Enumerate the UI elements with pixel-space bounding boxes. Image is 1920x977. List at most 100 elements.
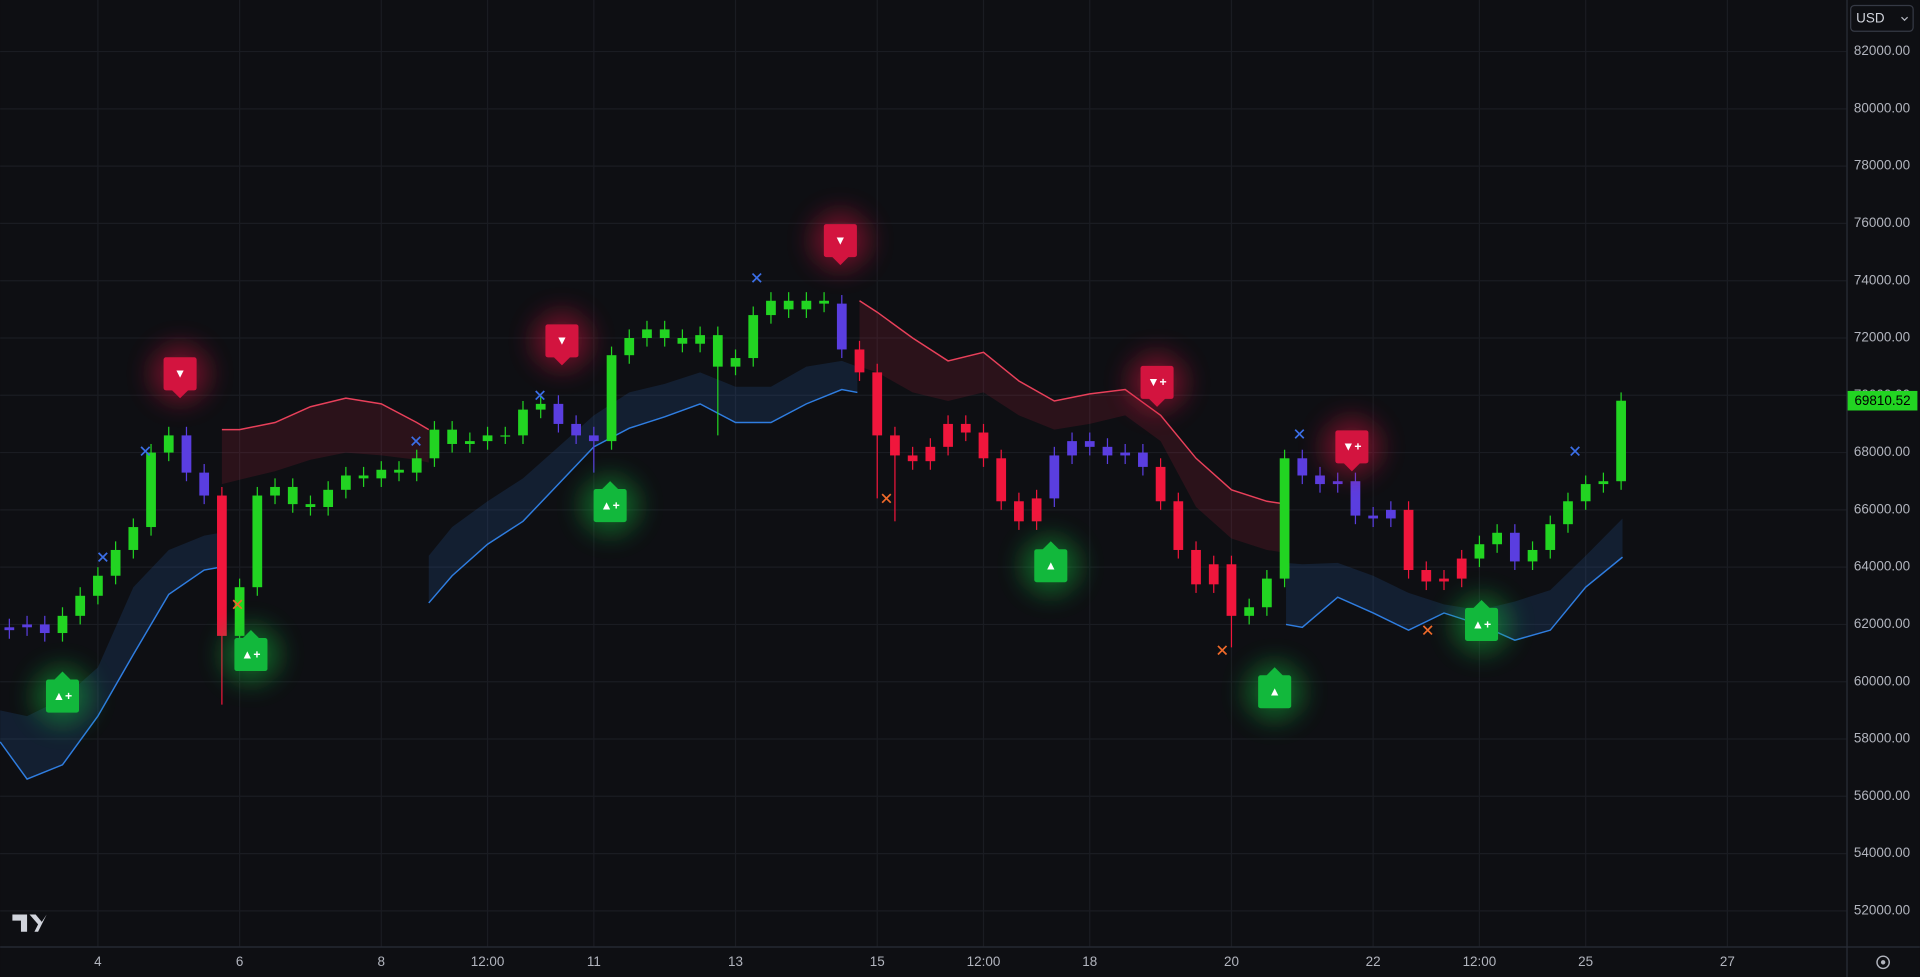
candle-body (1368, 515, 1379, 519)
cross-marker (97, 552, 108, 563)
signal-box (545, 324, 579, 358)
last-price-label: 69810.52 (1854, 393, 1910, 408)
candle-body (553, 403, 564, 424)
candle-body (1031, 498, 1042, 522)
candle-body (447, 429, 458, 444)
cross-marker (1570, 446, 1580, 457)
candle-body (712, 335, 723, 367)
candle-body (57, 615, 68, 634)
y-tick-label: 62000.00 (1854, 616, 1910, 631)
candle-body (394, 469, 404, 473)
candle-body (1262, 578, 1272, 608)
signal-box (1258, 675, 1292, 709)
candle-body (960, 423, 971, 433)
x-tick-label: 22 (1366, 954, 1381, 969)
price-axis-bg (1846, 0, 1920, 977)
x-tick-label: 12:00 (1463, 954, 1497, 969)
grid (0, 0, 1847, 947)
signal-label: ▼+ (1147, 375, 1166, 389)
candle-body (110, 549, 121, 576)
candle-body (1545, 524, 1556, 550)
currency-button[interactable]: USD (1850, 4, 1914, 32)
logo-mark[interactable] (12, 914, 47, 932)
logo[interactable] (12, 914, 47, 932)
candle-body (1563, 501, 1573, 525)
candle-body (890, 435, 900, 456)
candle-body (872, 372, 883, 436)
band-fill (1286, 518, 1623, 641)
signal-tail (831, 256, 849, 266)
candle-body (1474, 544, 1485, 559)
y-tick-label: 66000.00 (1854, 501, 1910, 516)
signal: ▼+ (1322, 417, 1382, 477)
cross-marker (1422, 625, 1433, 636)
candle-body (1598, 481, 1609, 485)
signal-box (234, 637, 268, 672)
signal-tail (1148, 398, 1166, 407)
candle-body (1439, 578, 1449, 582)
signal-label: ▼ (834, 233, 846, 247)
candle-body (323, 489, 334, 507)
candle-body (907, 455, 918, 462)
signal-label: ▲ (1045, 559, 1057, 573)
candle-body (535, 403, 546, 410)
signal-tail (1472, 599, 1491, 609)
candle-body (4, 627, 15, 631)
candle-body (695, 335, 705, 344)
candle-body (1403, 509, 1414, 571)
signals: ▼ ▼ ▼ ▼+ ▼+ ▲+ ▲+ ▲+ ▲ ▲ ▲+ (33, 211, 1511, 726)
last-price-tag (1847, 390, 1918, 411)
candle-body (819, 300, 829, 304)
candle-body (1279, 458, 1290, 579)
currency-label[interactable]: USD (1856, 11, 1885, 26)
candle-body (482, 435, 493, 442)
candle-body (766, 300, 776, 316)
x-tick-label: 6 (236, 954, 243, 969)
signal-box (1465, 607, 1499, 641)
candle-body (411, 458, 422, 473)
candle-body (464, 441, 475, 444)
x-tick-label: 15 (870, 954, 885, 969)
signal-box (823, 224, 857, 258)
candle-body (500, 435, 511, 437)
band-line (0, 566, 221, 781)
candle-body (1456, 558, 1467, 579)
candle-body (677, 337, 688, 344)
signal-tail (1266, 667, 1284, 676)
band-line (1285, 556, 1623, 641)
candle-body (1421, 570, 1432, 582)
signal-tail (1343, 462, 1361, 472)
signal-label: ▼+ (1342, 440, 1361, 454)
y-tick-label: 58000.00 (1854, 731, 1910, 746)
settings-button[interactable] (1876, 955, 1890, 970)
cross-marker (232, 599, 243, 610)
currency-button-frame[interactable] (1850, 4, 1914, 32)
signal-box (163, 357, 197, 391)
x-tick-label: 20 (1224, 954, 1239, 969)
candle-body (606, 355, 617, 442)
signal-box (1335, 430, 1369, 464)
candle-body (1297, 458, 1308, 476)
candle-body (1492, 532, 1502, 545)
signal-tail (553, 356, 571, 366)
candle-body (730, 358, 741, 367)
candle-body (1350, 481, 1361, 516)
candle-body (659, 329, 670, 338)
candle-body (358, 475, 369, 479)
settings-icon[interactable] (1876, 955, 1890, 970)
candle-body (1208, 564, 1219, 585)
signal-tail (53, 671, 72, 681)
band-fill (859, 300, 1287, 553)
candle-body (978, 432, 989, 459)
band-fill (428, 360, 858, 603)
band-line (221, 397, 430, 431)
candle-body (1067, 441, 1077, 456)
band-line (428, 388, 858, 604)
candle-body (1173, 501, 1184, 550)
y-tick-label: 72000.00 (1854, 330, 1910, 345)
candle-body (1616, 400, 1626, 482)
candles (4, 292, 1626, 705)
cross-marker (751, 272, 762, 283)
cross-marker (411, 436, 421, 447)
